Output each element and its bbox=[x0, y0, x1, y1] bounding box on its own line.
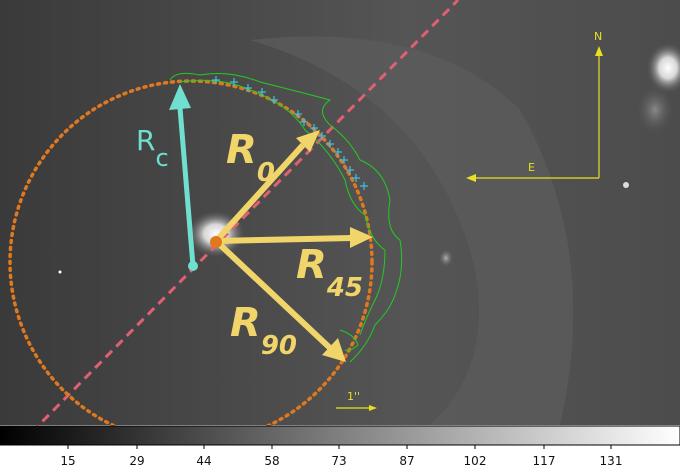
bright-star-right-halo bbox=[635, 84, 675, 136]
r0-arrow-shaft bbox=[213, 142, 306, 244]
colorbar-tick-label: 73 bbox=[331, 454, 346, 468]
contour-ridge bbox=[339, 329, 359, 351]
north-label: N bbox=[594, 30, 602, 43]
colorbar-tick-label: 131 bbox=[600, 454, 623, 468]
east-label: E bbox=[528, 161, 535, 174]
colorbar bbox=[0, 425, 680, 446]
small-star bbox=[623, 182, 629, 188]
colorbar-tick-label: 117 bbox=[533, 454, 556, 468]
r90-label: R90 bbox=[230, 300, 297, 361]
tiny-star bbox=[58, 270, 62, 274]
colorbar-tick-label: 15 bbox=[60, 454, 75, 468]
faint-knot bbox=[438, 248, 454, 268]
bright-star-right bbox=[646, 42, 680, 94]
r45-label: R45 bbox=[296, 242, 363, 303]
north-arrow-head bbox=[595, 46, 603, 56]
r45-arrow-shaft bbox=[215, 235, 353, 244]
rc-label: Rc bbox=[136, 124, 169, 172]
scale-bar-label: 1'' bbox=[347, 390, 360, 403]
star-position-dot bbox=[210, 236, 222, 248]
r45-arrow-head bbox=[350, 227, 373, 248]
colorbar-tick-label: 29 bbox=[129, 454, 144, 468]
nebula-bright-region bbox=[250, 36, 574, 425]
east-arrow-head bbox=[466, 174, 476, 182]
colorbar-ticks: 15 29 44 58 73 87 102 117 131 bbox=[60, 445, 622, 468]
colorbar-tick-label: 58 bbox=[264, 454, 279, 468]
scale-bar-head bbox=[369, 405, 377, 411]
contour-inner bbox=[179, 79, 386, 336]
colorbar-tick-label: 102 bbox=[464, 454, 487, 468]
compass bbox=[470, 50, 600, 179]
colorbar-tick-label: 87 bbox=[399, 454, 414, 468]
contour-outer bbox=[169, 72, 403, 363]
symmetry-axis-line bbox=[30, 0, 460, 434]
rc-arrow-head bbox=[169, 84, 191, 110]
bow-shock-markers bbox=[212, 76, 368, 190]
curvature-center-dot bbox=[188, 261, 198, 271]
r0-label: R0 bbox=[226, 127, 275, 188]
r0-arrow-head bbox=[296, 130, 320, 152]
r90-arrow-shaft bbox=[213, 238, 333, 351]
rc-arrow-shaft bbox=[177, 107, 196, 267]
colorbar-tick-label: 44 bbox=[196, 454, 211, 468]
r90-arrow-head bbox=[322, 338, 346, 362]
